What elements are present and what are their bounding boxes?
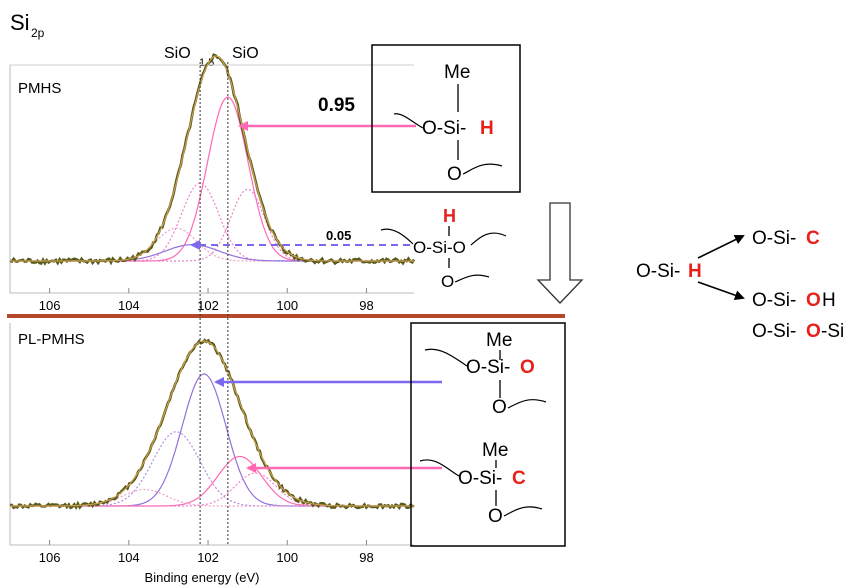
- series-component: [10, 182, 414, 262]
- box3-chain-right: [503, 506, 543, 517]
- box2-osi: O-Si-: [466, 357, 510, 378]
- x-tick-label: 102: [197, 550, 219, 565]
- free-h: H: [443, 206, 456, 226]
- scheme-product-osi-red: O: [806, 321, 821, 342]
- free-o: O: [441, 272, 454, 291]
- box1-chain-left: [393, 113, 424, 129]
- box2-o: O: [492, 397, 507, 418]
- series-component: [10, 472, 414, 507]
- x-tick-label: 104: [118, 298, 140, 313]
- structure-box-bottom: Me O-Si- O O Me O-Si- C O: [410, 322, 566, 547]
- box-bottom-frame: [410, 322, 566, 547]
- region-label: Si: [10, 10, 30, 35]
- box3-chain-left: [419, 459, 460, 477]
- series-component: [10, 488, 414, 507]
- panel-label-plpmhs: PL-PMHS: [18, 331, 85, 348]
- x-tick-label: 106: [39, 550, 61, 565]
- scheme-product-osi: O-Si-: [752, 321, 796, 342]
- box3-osi: O-Si-: [458, 468, 502, 489]
- scheme-arrow-up: [697, 235, 745, 259]
- free-chain-right: [470, 232, 507, 246]
- scheme-product-osi-si: -Si: [821, 321, 844, 342]
- structure-osio-h: H O-Si-O O: [380, 206, 507, 291]
- box-osih-frame: [371, 44, 521, 193]
- scheme-reactant-h: H: [688, 261, 702, 282]
- bottom-panel: PL-PMHS 106 104 102 100 98: [9, 323, 415, 565]
- series-measured: [9, 338, 415, 511]
- box1-osi: O-Si-: [422, 118, 466, 139]
- reaction-scheme: O-Si- H O-Si- C O-Si- O H O-Si- O -Si: [636, 228, 844, 342]
- x-tick-label: 106: [39, 298, 61, 313]
- region-subscript: 2p: [31, 26, 45, 40]
- scheme-reactant: O-Si-: [636, 261, 680, 282]
- x-axis-label: Binding energy (eV): [145, 570, 260, 585]
- x-tick-label: 98: [359, 550, 373, 565]
- scheme-product-oh: O-Si-: [752, 290, 796, 311]
- scheme-product-oh-red: O: [806, 290, 821, 311]
- scheme-arrow-down: [697, 281, 745, 301]
- x-tick-label: 98: [359, 298, 373, 313]
- box2-o-red: O: [520, 357, 535, 378]
- x-tick-label: 100: [276, 550, 298, 565]
- sio-label: SiO: [232, 45, 259, 62]
- box2-chain-right: [507, 399, 547, 409]
- free-chain-bottom: [454, 274, 490, 283]
- panel-label-pmhs: PMHS: [18, 80, 61, 97]
- box2-chain-left: [424, 348, 468, 367]
- series-fit-envelope: [10, 340, 414, 507]
- x-tick-label: 100: [276, 298, 298, 313]
- top-panel: PMHS 106 104 102 100 98: [9, 53, 416, 313]
- box1-h: H: [480, 118, 494, 139]
- structure-box-osih: Me O-Si- H O: [371, 44, 521, 193]
- annotation-0-05: 0.05: [326, 228, 351, 243]
- bottom-curves: [9, 338, 415, 511]
- top-x-ticks: 106 104 102 100 98: [39, 288, 374, 313]
- box2-me: Me: [486, 330, 512, 351]
- series-o-si-c-component: [10, 455, 414, 507]
- series-o-si-h-component: [10, 96, 414, 262]
- free-osio: O-Si-O: [413, 238, 466, 257]
- box1-chain-right: [462, 163, 503, 175]
- x-tick-label: 104: [118, 550, 140, 565]
- box3-me: Me: [482, 440, 508, 461]
- annotation-0-95: 0.95: [318, 95, 355, 116]
- series-component: [10, 188, 414, 262]
- box1-me: Me: [444, 62, 470, 83]
- free-chain-left: [380, 228, 414, 245]
- sio15-label: SiO: [164, 45, 191, 62]
- scheme-product-c: O-Si-: [752, 228, 796, 249]
- top-curves: [9, 53, 416, 266]
- bottom-x-ticks: 106 104 102 100 98: [39, 540, 374, 565]
- x-tick-label: 102: [197, 298, 219, 313]
- scheme-product-c-red: C: [806, 228, 820, 249]
- series-fit-envelope: [10, 55, 414, 262]
- series-measured: [9, 53, 416, 266]
- box3-c-red: C: [512, 468, 526, 489]
- box1-o: O: [447, 164, 462, 185]
- scheme-product-oh-h: H: [822, 290, 836, 311]
- series-o-si-o-component: [10, 373, 414, 507]
- transform-down-arrow: [536, 202, 584, 304]
- box3-o: O: [488, 506, 503, 527]
